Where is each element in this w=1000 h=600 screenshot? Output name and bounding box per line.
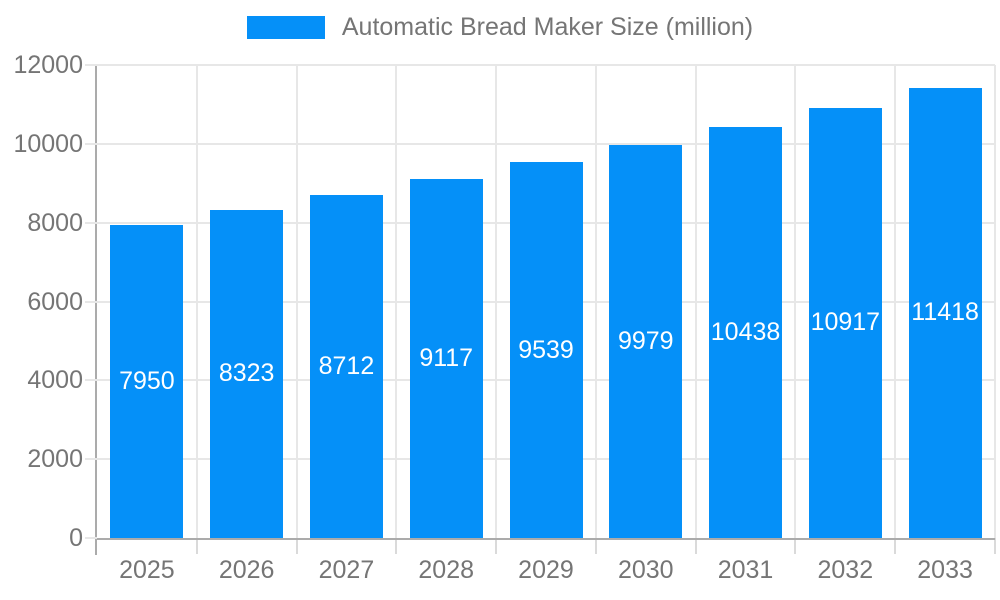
- gridline-vertical: [495, 65, 498, 538]
- bar-value-label: 9117: [419, 343, 474, 372]
- bar-value-label: 10438: [710, 317, 781, 346]
- x-axis-tick-label: 2031: [717, 556, 774, 584]
- x-axis-tick-label: 2026: [218, 556, 275, 584]
- bar-value-label: 8712: [318, 351, 375, 380]
- x-axis-tick: [594, 538, 597, 554]
- bar-value-label: 9539: [518, 335, 574, 364]
- y-axis-tick: [85, 64, 97, 66]
- gridline-vertical: [395, 65, 398, 538]
- bar[interactable]: 8323: [210, 209, 284, 538]
- x-axis-tick-label: 2030: [617, 556, 674, 584]
- x-axis-tick-label: 2027: [318, 556, 375, 584]
- bar-value-label: 8323: [218, 359, 275, 388]
- x-axis-tick-label: 2028: [418, 556, 475, 584]
- y-axis-tick: [85, 458, 97, 461]
- gridline-horizontal: [97, 142, 995, 145]
- x-axis-tick: [994, 538, 996, 554]
- y-axis-tick-label: 8000: [27, 208, 83, 237]
- x-axis-tick: [395, 538, 398, 554]
- x-axis-tick: [195, 538, 198, 554]
- bar[interactable]: 9539: [509, 162, 583, 538]
- bar-value-label: 7950: [119, 366, 175, 395]
- bar[interactable]: 11418: [908, 87, 982, 538]
- legend-label: Automatic Bread Maker Size (million): [341, 13, 754, 41]
- x-axis-line: [95, 538, 995, 540]
- bar[interactable]: 9117: [409, 178, 483, 538]
- x-axis-tick: [694, 538, 697, 554]
- x-axis-tick-label: 2032: [817, 556, 874, 584]
- x-axis-tick: [295, 538, 298, 554]
- x-axis-tick: [894, 538, 897, 554]
- y-axis-tick-label: 12000: [13, 51, 83, 79]
- y-axis-tick-label: 0: [69, 524, 83, 552]
- gridline-vertical: [694, 65, 697, 538]
- bar[interactable]: 7950: [110, 224, 184, 538]
- y-axis-tick-label: 10000: [13, 129, 83, 158]
- gridline-vertical: [794, 65, 797, 538]
- bar[interactable]: 8712: [309, 194, 383, 538]
- y-axis-tick: [85, 379, 97, 382]
- bar-value-label: 9979: [617, 326, 674, 355]
- legend-item[interactable]: Automatic Bread Maker Size (million): [0, 13, 1000, 42]
- gridline-horizontal: [97, 64, 995, 66]
- x-axis-tick-label: 2029: [518, 556, 574, 584]
- bar-value-label: 11418: [911, 298, 979, 327]
- gridline-vertical: [894, 65, 897, 538]
- y-axis-tick: [85, 300, 97, 303]
- bar[interactable]: 10917: [808, 107, 882, 538]
- x-axis-tick: [794, 538, 797, 554]
- legend-swatch: [246, 16, 325, 39]
- y-axis-tick-label: 4000: [27, 366, 83, 395]
- x-axis-tick-label: 2033: [917, 556, 973, 584]
- plot-area: 7950 8323 8712 9117 9539 9979 10438 10917 11418: [97, 64, 996, 554]
- x-axis-tick: [495, 538, 498, 554]
- y-axis-line: [95, 65, 97, 555]
- gridline-vertical: [295, 65, 298, 538]
- y-axis-tick-label: 6000: [27, 287, 83, 316]
- gridline-vertical: [994, 65, 996, 538]
- y-axis-tick: [85, 221, 97, 224]
- bar[interactable]: 10438: [709, 126, 783, 538]
- y-axis-tick: [85, 537, 97, 539]
- bar-value-label: 10917: [810, 308, 881, 337]
- x-axis-tick-label: 2025: [119, 556, 175, 584]
- gridline-vertical: [195, 65, 198, 538]
- y-axis-tick-label: 2000: [27, 445, 83, 474]
- bar[interactable]: 9979: [609, 144, 683, 538]
- gridline-vertical: [594, 65, 597, 538]
- y-axis-tick: [85, 142, 97, 145]
